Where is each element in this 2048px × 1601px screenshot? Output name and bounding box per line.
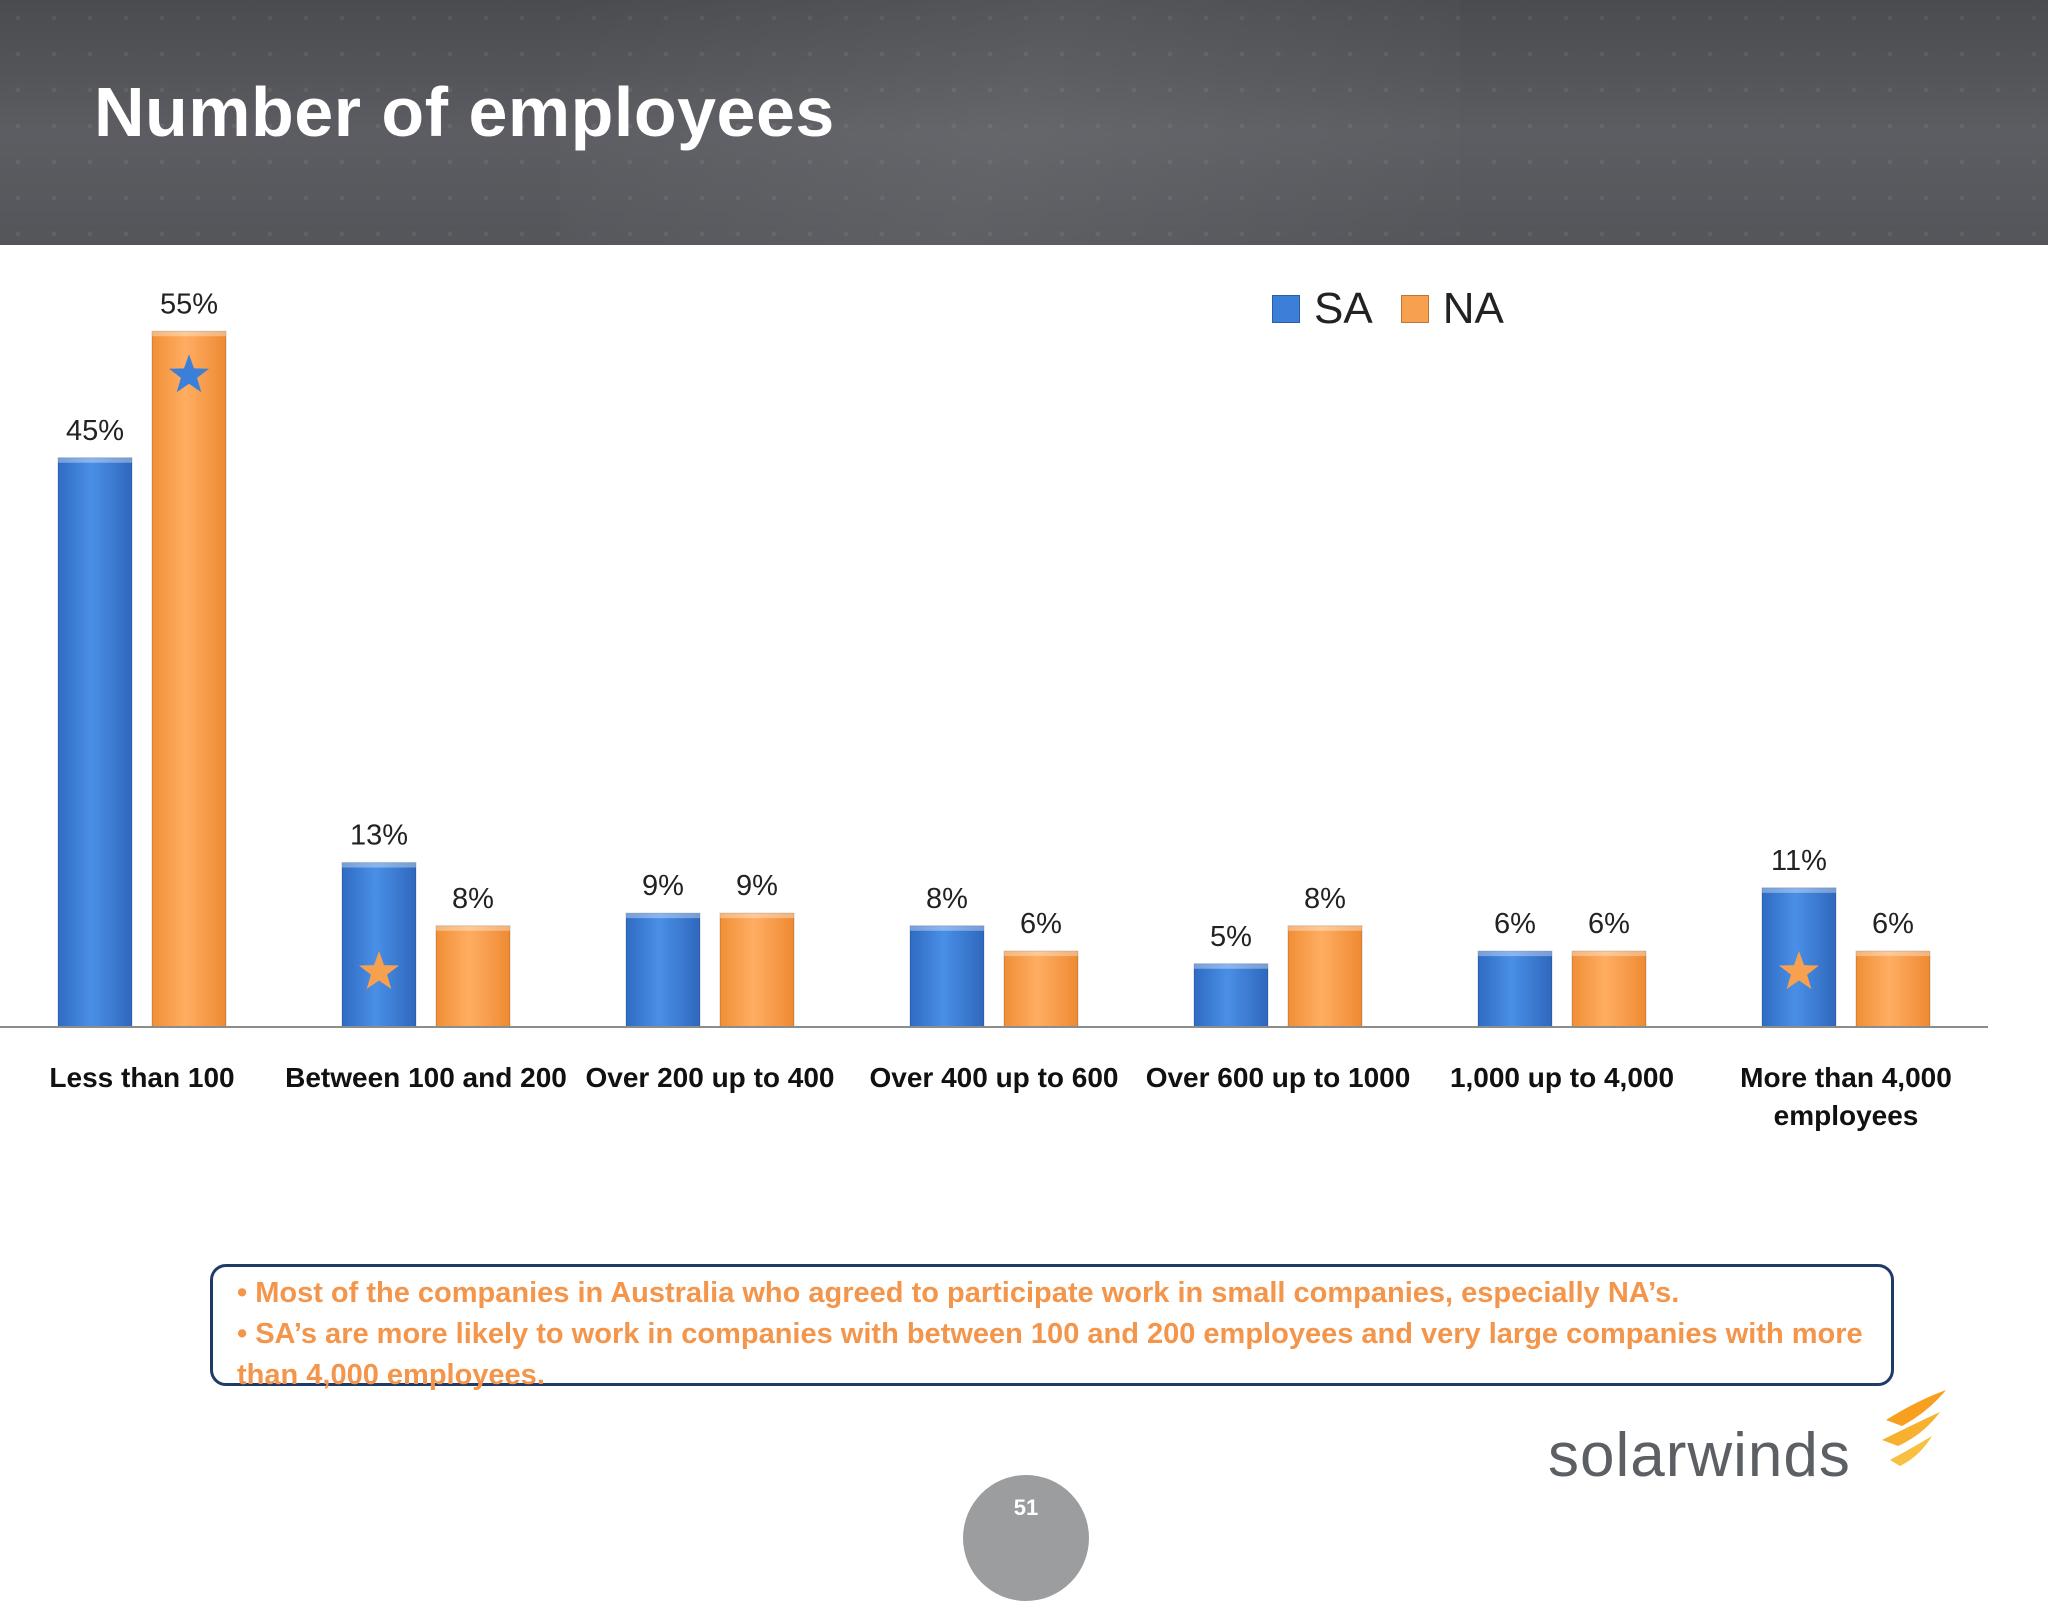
- header-texture: [0, 0, 2048, 245]
- page-title: Number of employees: [94, 73, 835, 151]
- bar-cap-na-6: [1856, 951, 1930, 957]
- bar-cap-na-2: [720, 913, 794, 919]
- chart-legend: SA NA: [1272, 284, 1532, 334]
- bar-na-2: [719, 912, 795, 1028]
- category-label-6: More than 4,000: [1740, 1062, 1952, 1093]
- finding-2: • SA’s are more likely to work in compan…: [237, 1318, 1863, 1391]
- bar-cap-sa-4: [1194, 963, 1268, 969]
- data-label-sa-5: 6%: [1494, 908, 1536, 940]
- solarwinds-logo: solarwinds: [1548, 1390, 1948, 1500]
- bar-chart: 45% 55% Less than 100 13% 8% Between 100 and …: [0, 288, 1988, 1131]
- bar-sa-2: [625, 912, 701, 1028]
- bar-cap-sa-6: [1762, 887, 1836, 893]
- bar-cap-na-0: [152, 331, 226, 337]
- category-label-6-line-1: employees: [1774, 1100, 1919, 1131]
- bar-na-6: [1855, 950, 1931, 1028]
- bar-cap-sa-2: [626, 913, 700, 919]
- solarwinds-flame-icon: [1882, 1390, 1946, 1466]
- bar-cap-sa-3: [910, 925, 984, 931]
- bar-na-3: [1003, 950, 1079, 1028]
- bar-na-1: [435, 925, 511, 1028]
- bar-na-5: [1571, 950, 1647, 1028]
- data-label-sa-3: 8%: [926, 883, 968, 915]
- data-label-sa-6: 11%: [1771, 845, 1827, 877]
- page-number: 51: [1013, 1495, 1039, 1520]
- category-label-2: Over 200 up to 400: [585, 1062, 834, 1093]
- data-label-sa-4: 5%: [1210, 921, 1252, 953]
- slide-header: Number of employees: [0, 0, 2048, 245]
- header-sheen: [560, 0, 1460, 245]
- star-marker-2: [1779, 951, 1819, 989]
- bar-sa-4: [1193, 963, 1269, 1028]
- legend-label-sa: SA: [1314, 284, 1373, 333]
- legend-item-na: NA: [1400, 284, 1504, 334]
- bar-sa-3: [909, 925, 985, 1028]
- data-label-na-6: 6%: [1872, 908, 1914, 940]
- data-label-na-1: 8%: [452, 883, 494, 915]
- bar-cap-na-1: [436, 925, 510, 931]
- data-label-na-5: 6%: [1588, 908, 1630, 940]
- bar-cap-sa-1: [342, 862, 416, 868]
- legend-label-na: NA: [1442, 284, 1504, 333]
- data-label-sa-1: 13%: [350, 820, 408, 852]
- data-label-na-4: 8%: [1304, 883, 1346, 915]
- category-label-1: Between 100 and 200: [285, 1062, 567, 1093]
- bar-na-4: [1287, 925, 1363, 1028]
- bar-cap-sa-5: [1478, 951, 1552, 957]
- data-label-na-0: 55%: [160, 288, 218, 320]
- category-label-0: Less than 100: [49, 1062, 234, 1093]
- bar-cap-na-4: [1288, 925, 1362, 931]
- finding-1: • Most of the companies in Australia who…: [237, 1277, 1680, 1309]
- star-marker-0: [169, 354, 209, 393]
- data-label-sa-0: 45%: [66, 415, 124, 447]
- key-findings-box: • Most of the companies in Australia who…: [210, 1264, 1894, 1391]
- data-label-sa-2: 9%: [642, 870, 684, 902]
- bar-cap-sa-0: [58, 457, 132, 463]
- legend-item-sa: SA: [1272, 284, 1373, 334]
- legend-swatch-na: [1400, 295, 1429, 323]
- logo-text: solarwinds: [1548, 1421, 1851, 1490]
- star-marker-1: [359, 951, 399, 989]
- category-label-4: Over 600 up to 1000: [1146, 1062, 1411, 1093]
- bar-na-0: [151, 330, 227, 1028]
- page-number-badge: 51: [963, 1475, 1089, 1601]
- legend-swatch-sa: [1272, 295, 1300, 323]
- category-label-5: 1,000 up to 4,000: [1450, 1062, 1674, 1093]
- bar-cap-na-3: [1004, 951, 1078, 957]
- data-label-na-3: 6%: [1020, 908, 1062, 940]
- bar-sa-5: [1477, 950, 1553, 1028]
- category-label-3: Over 400 up to 600: [869, 1062, 1118, 1093]
- bar-cap-na-5: [1572, 951, 1646, 957]
- bar-sa-1: [341, 862, 417, 1028]
- bar-sa-0: [57, 457, 133, 1028]
- data-label-na-2: 9%: [736, 870, 778, 902]
